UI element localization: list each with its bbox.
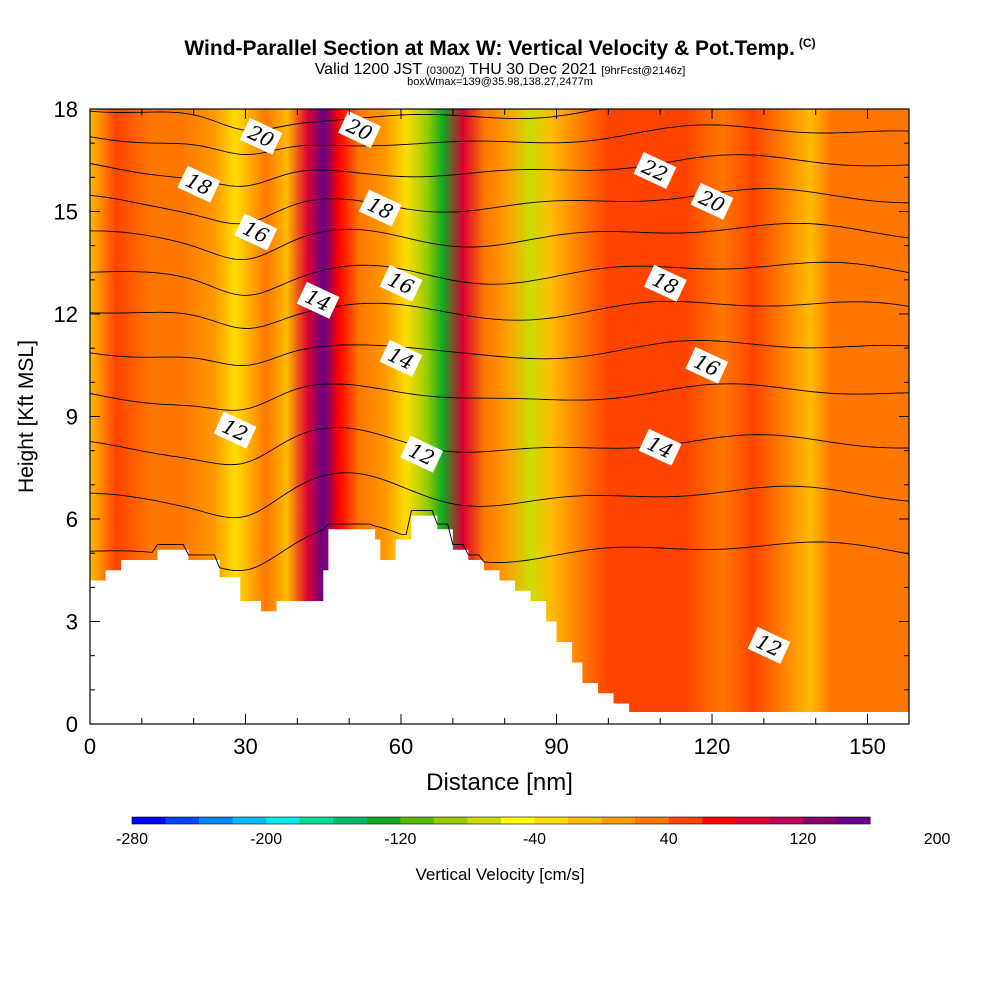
x-axis-label: Distance [nm] <box>426 769 573 796</box>
forecast-info: [9hrFcst@2146z] <box>601 65 686 77</box>
colorbar-swatch-4 <box>266 817 301 824</box>
y-tick-label: 3 <box>66 610 78 635</box>
x-tick-label: 150 <box>849 734 886 759</box>
colorbar-swatch-20 <box>802 817 837 824</box>
y-tick-label: 18 <box>54 97 78 122</box>
isentrope-8 <box>90 188 909 225</box>
colorbar-swatch-21 <box>836 817 871 824</box>
colorbar-swatch-18 <box>735 817 770 824</box>
colorbar-swatch-8 <box>400 817 435 824</box>
isentrope-5 <box>90 300 909 329</box>
colorbar-swatch-9 <box>433 817 468 824</box>
isentrope-10 <box>90 124 909 155</box>
colorbar-label: Vertical Velocity [cm/s] <box>415 865 584 884</box>
valid-utc: (0300Z) <box>426 65 465 77</box>
colorbar-swatch-15 <box>635 817 670 824</box>
isentrope-6 <box>90 261 909 296</box>
chart-title: Wind-Parallel Section at Max W: Vertical… <box>0 36 1000 61</box>
colorbar-swatch-10 <box>467 817 502 824</box>
x-tick-label: 90 <box>544 734 568 759</box>
x-tick-label: 30 <box>233 734 257 759</box>
isentrope-2 <box>90 427 909 466</box>
colorbar-swatch-3 <box>232 817 267 824</box>
colorbar-swatch-13 <box>568 817 603 824</box>
isentrope-9 <box>90 154 909 187</box>
valid-date: THU 30 Dec 2021 <box>468 61 597 78</box>
contour-label-box <box>638 428 682 466</box>
colorbar-swatch-0 <box>132 817 167 824</box>
colorbar-tick-label: 200 <box>924 831 951 848</box>
contour-label-box <box>747 626 791 664</box>
colorbar-tick-label: -120 <box>384 831 416 848</box>
colorbar-tick-label: 120 <box>790 831 817 848</box>
chart-subtitle: Valid 1200 JST (0300Z) THU 30 Dec 2021 [… <box>0 61 1000 79</box>
contour-label-box <box>633 152 677 189</box>
contour-label-box <box>338 111 381 148</box>
contour-label-box <box>213 411 257 449</box>
colorbar-swatch-2 <box>199 817 234 824</box>
isentrope-4 <box>90 340 909 366</box>
chart-title-text: Wind-Parallel Section at Max W: Vertical… <box>184 37 795 60</box>
isentropes <box>90 109 909 572</box>
box-info: boxWmax=139@35.98,138.27,2477m <box>407 76 593 88</box>
colorbar-swatch-6 <box>333 817 368 824</box>
colorbar-tick-label: -40 <box>523 831 546 848</box>
y-axis: 0 3 6 9 12 15 18 Height [Kft MSL] <box>15 97 909 737</box>
colorbar-tick-label: 40 <box>660 831 678 848</box>
x-tick-label: 60 <box>389 734 413 759</box>
colorbar-swatch-14 <box>601 817 636 824</box>
valid-time: Valid 1200 JST <box>314 61 422 78</box>
colorbar-swatch-17 <box>702 817 737 824</box>
colorbar-frame <box>131 816 871 825</box>
colorbar-swatch-1 <box>165 817 200 824</box>
colorbar-tick-label: -280 <box>116 831 148 848</box>
isentrope-3 <box>90 383 909 411</box>
contour-label-box <box>358 189 402 227</box>
colorbar-swatch-5 <box>299 817 334 824</box>
terrain <box>90 515 909 724</box>
contour-label-box <box>690 182 734 220</box>
isentrope-1 <box>90 472 909 519</box>
y-tick-label: 15 <box>54 200 78 225</box>
copyright-mark: (C) <box>798 36 816 50</box>
x-axis: 0 30 60 90 120 150 Distance [nm] <box>84 109 886 796</box>
contour-label-box <box>296 281 340 319</box>
contour-label-box <box>685 346 729 384</box>
colorbar-swatch-16 <box>668 817 703 824</box>
isentrope-0 <box>90 510 909 572</box>
y-axis-label: Height [Kft MSL] <box>15 340 38 493</box>
x-tick-label: 120 <box>694 734 731 759</box>
colorbar-swatch-7 <box>366 817 401 824</box>
contour-label-box <box>239 117 283 155</box>
colorbar: -280 -200 -120 -40 40 120 200 Vertical Velocity… <box>116 816 951 884</box>
y-tick-label: 9 <box>66 405 78 430</box>
contour-label-5: 16 <box>379 264 423 302</box>
contour-label-box <box>234 213 278 251</box>
y-tick-label: 12 <box>54 302 78 327</box>
y-tick-label: 6 <box>66 507 78 532</box>
isentrope-7 <box>90 222 909 261</box>
isentrope-11 <box>90 109 602 132</box>
contour-label-box <box>400 435 444 473</box>
x-tick-label: 0 <box>84 734 96 759</box>
contour-label-box <box>379 339 423 377</box>
contour-label-box <box>379 264 423 302</box>
colorbar-tick-label: -200 <box>250 831 282 848</box>
contour-label-box <box>644 264 687 302</box>
contour-label-box <box>177 165 221 203</box>
colorbar-swatch-11 <box>501 817 536 824</box>
colorbar-swatch-19 <box>769 817 804 824</box>
colorbar-swatch-12 <box>534 817 569 824</box>
y-tick-label: 0 <box>66 712 78 737</box>
